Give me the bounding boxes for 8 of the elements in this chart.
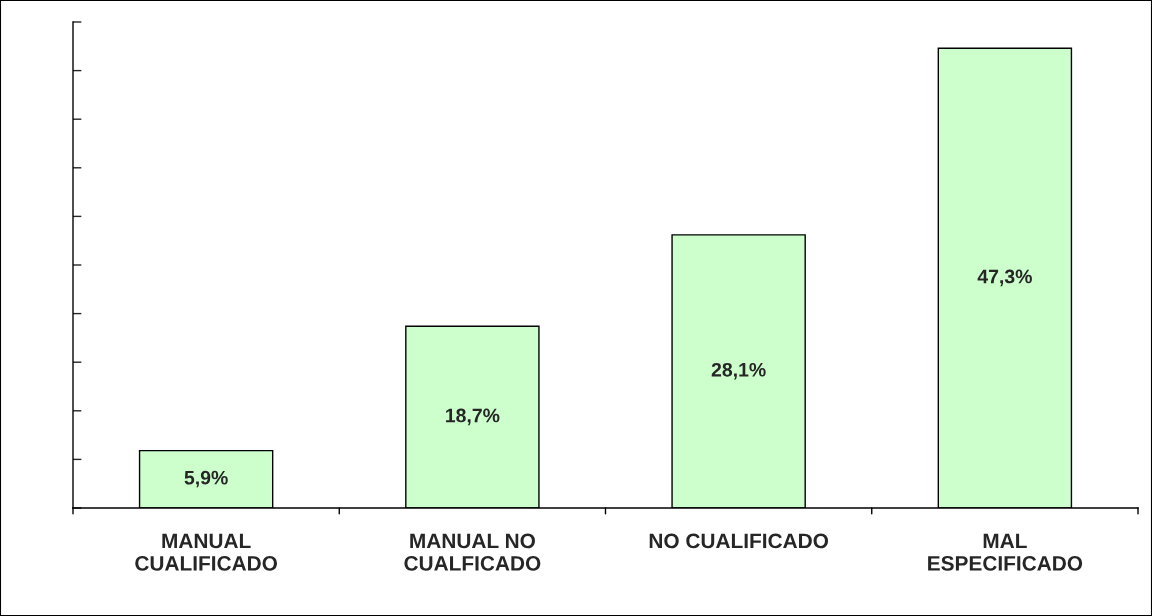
x-tick-label: NO CUALIFICADO (649, 533, 829, 549)
data-label: 18,7% (446, 408, 500, 426)
x-tick-label: MANUAL CUALIFICADO (135, 533, 277, 571)
x-tick-label: MAL ESPECIFICADO (928, 533, 1083, 571)
data-label: 5,9% (184, 470, 228, 488)
x-tick-label: MANUAL NO CUALFICADO (404, 533, 541, 571)
data-label: 47,3% (977, 269, 1032, 287)
data-label: 28,1% (711, 362, 766, 380)
